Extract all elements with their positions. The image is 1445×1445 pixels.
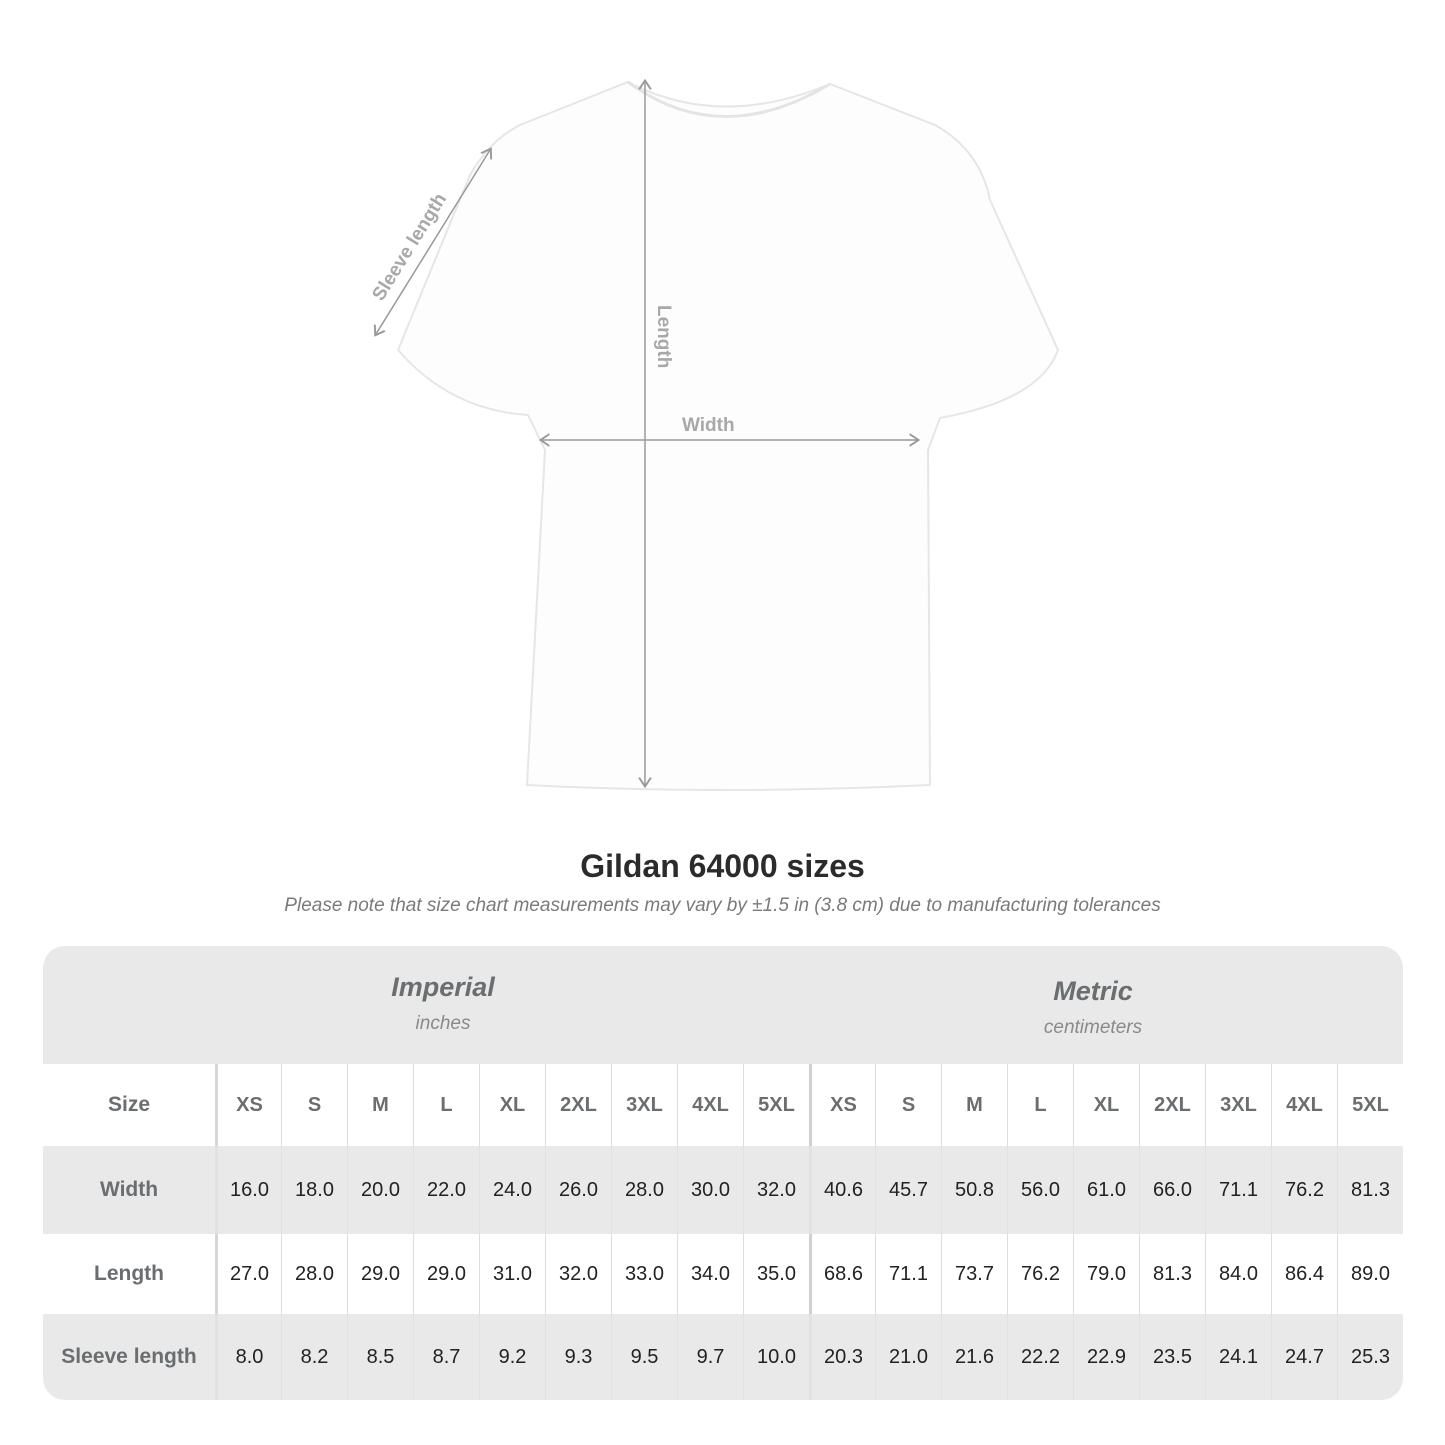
cell-imperial: 22.0 bbox=[413, 1146, 479, 1234]
cell-metric: 66.0 bbox=[1139, 1146, 1205, 1234]
row-label: Size bbox=[107, 1093, 151, 1116]
cell-metric: 56.0 bbox=[1007, 1146, 1073, 1234]
table-row: Width 16.0 18.0 20.0 22.0 24.0 26.0 28.0 30.0 32.… bbox=[43, 1146, 1403, 1234]
imperial-unit: inches bbox=[415, 1013, 471, 1034]
size-header-metric: L bbox=[1007, 1064, 1073, 1146]
cell-imperial: 9.2 bbox=[479, 1314, 545, 1400]
size-header-metric: 4XL bbox=[1271, 1064, 1337, 1146]
cell-metric: 23.5 bbox=[1139, 1314, 1205, 1400]
cell-imperial: 18.0 bbox=[281, 1146, 347, 1234]
size-header-metric: 2XL bbox=[1139, 1064, 1205, 1146]
imperial-header: Imperial inches bbox=[215, 972, 671, 1035]
cell-metric: 22.9 bbox=[1073, 1314, 1139, 1400]
cell-metric: 68.6 bbox=[809, 1234, 875, 1314]
cell-imperial: 31.0 bbox=[479, 1234, 545, 1314]
row-label: Sleeve length bbox=[61, 1345, 197, 1368]
cell-imperial: 32.0 bbox=[545, 1234, 611, 1314]
cell-imperial: 29.0 bbox=[413, 1234, 479, 1314]
size-header-imperial: 2XL bbox=[545, 1064, 611, 1146]
cell-metric: 40.6 bbox=[809, 1146, 875, 1234]
tshirt-shape bbox=[396, 80, 1060, 791]
row-label: Width bbox=[99, 1178, 159, 1201]
size-header-imperial: S bbox=[281, 1064, 347, 1146]
size-header-metric: S bbox=[875, 1064, 941, 1146]
cell-metric: 21.6 bbox=[941, 1314, 1007, 1400]
cell-imperial: 10.0 bbox=[743, 1314, 809, 1400]
cell-metric: 71.1 bbox=[1205, 1146, 1271, 1234]
sleeve-arrow bbox=[376, 150, 490, 334]
size-header-metric: 5XL bbox=[1337, 1064, 1403, 1146]
cell-imperial: 29.0 bbox=[347, 1234, 413, 1314]
cell-metric: 22.2 bbox=[1007, 1314, 1073, 1400]
size-header-metric: M bbox=[941, 1064, 1007, 1146]
cell-metric: 81.3 bbox=[1139, 1234, 1205, 1314]
cell-imperial: 24.0 bbox=[479, 1146, 545, 1234]
size-header-row: Size XS S M L XL 2XL 3XL 4XL 5XL XS S M L XL 2XL 3XL 4XL 5… bbox=[43, 1064, 1403, 1146]
size-header-imperial: M bbox=[347, 1064, 413, 1146]
cell-imperial: 30.0 bbox=[677, 1146, 743, 1234]
metric-unit: centimeters bbox=[1043, 1017, 1143, 1038]
cell-imperial: 27.0 bbox=[215, 1234, 281, 1314]
cell-metric: 21.0 bbox=[875, 1314, 941, 1400]
cell-imperial: 34.0 bbox=[677, 1234, 743, 1314]
cell-metric: 79.0 bbox=[1073, 1234, 1139, 1314]
cell-metric: 86.4 bbox=[1271, 1234, 1337, 1314]
metric-heading: Metric bbox=[1053, 976, 1133, 1006]
cell-imperial: 8.0 bbox=[215, 1314, 281, 1400]
size-header-imperial: XL bbox=[479, 1064, 545, 1146]
size-table: Imperial inches Metric centimeters Size X… bbox=[43, 946, 1403, 1400]
cell-metric: 81.3 bbox=[1337, 1146, 1403, 1234]
cell-metric: 71.1 bbox=[875, 1234, 941, 1314]
cell-imperial: 33.0 bbox=[611, 1234, 677, 1314]
size-header-metric: XS bbox=[809, 1064, 875, 1146]
cell-metric: 89.0 bbox=[1337, 1234, 1403, 1314]
cell-imperial: 26.0 bbox=[545, 1146, 611, 1234]
cell-imperial: 35.0 bbox=[743, 1234, 809, 1314]
cell-imperial: 9.7 bbox=[677, 1314, 743, 1400]
table-row: Length 27.0 28.0 29.0 29.0 31.0 32.0 33.0 34.0 35… bbox=[43, 1234, 1403, 1314]
width-label: Width bbox=[682, 415, 735, 436]
cell-imperial: 9.3 bbox=[545, 1314, 611, 1400]
size-header-metric: XL bbox=[1073, 1064, 1139, 1146]
cell-imperial: 28.0 bbox=[281, 1234, 347, 1314]
size-header-imperial: 4XL bbox=[677, 1064, 743, 1146]
cell-imperial: 28.0 bbox=[611, 1146, 677, 1234]
cell-imperial: 16.0 bbox=[215, 1146, 281, 1234]
tolerance-note: Please note that size chart measurements… bbox=[284, 895, 1161, 916]
cell-metric: 76.2 bbox=[1007, 1234, 1073, 1314]
cell-metric: 76.2 bbox=[1271, 1146, 1337, 1234]
cell-metric: 61.0 bbox=[1073, 1146, 1139, 1234]
size-header-imperial: 3XL bbox=[611, 1064, 677, 1146]
cell-imperial: 9.5 bbox=[611, 1314, 677, 1400]
cell-imperial: 32.0 bbox=[743, 1146, 809, 1234]
tshirt-diagram: Sleeve length Length Width bbox=[368, 0, 1060, 791]
size-header-metric: 3XL bbox=[1205, 1064, 1271, 1146]
cell-imperial: 8.2 bbox=[281, 1314, 347, 1400]
cell-imperial: 20.0 bbox=[347, 1146, 413, 1234]
row-label: Length bbox=[94, 1262, 164, 1285]
cell-metric: 84.0 bbox=[1205, 1234, 1271, 1314]
page-title: Gildan 64000 sizes bbox=[580, 848, 865, 884]
imperial-heading: Imperial bbox=[391, 972, 495, 1002]
length-label: Length bbox=[653, 305, 674, 368]
cell-metric: 20.3 bbox=[809, 1314, 875, 1400]
cell-metric: 24.7 bbox=[1271, 1314, 1337, 1400]
cell-imperial: 8.7 bbox=[413, 1314, 479, 1400]
cell-metric: 45.7 bbox=[875, 1146, 941, 1234]
cell-metric: 25.3 bbox=[1337, 1314, 1403, 1400]
table-row: Sleeve length 8.0 8.2 8.5 8.7 9.2 9.3 9.5 9.7 10.… bbox=[43, 1314, 1403, 1400]
size-header-imperial: L bbox=[413, 1064, 479, 1146]
cell-imperial: 8.5 bbox=[347, 1314, 413, 1400]
size-header-imperial: XS bbox=[215, 1064, 281, 1146]
cell-metric: 24.1 bbox=[1205, 1314, 1271, 1400]
size-header-imperial: 5XL bbox=[743, 1064, 809, 1146]
cell-metric: 73.7 bbox=[941, 1234, 1007, 1314]
cell-metric: 50.8 bbox=[941, 1146, 1007, 1234]
metric-header: Metric centimeters bbox=[865, 976, 1321, 1039]
